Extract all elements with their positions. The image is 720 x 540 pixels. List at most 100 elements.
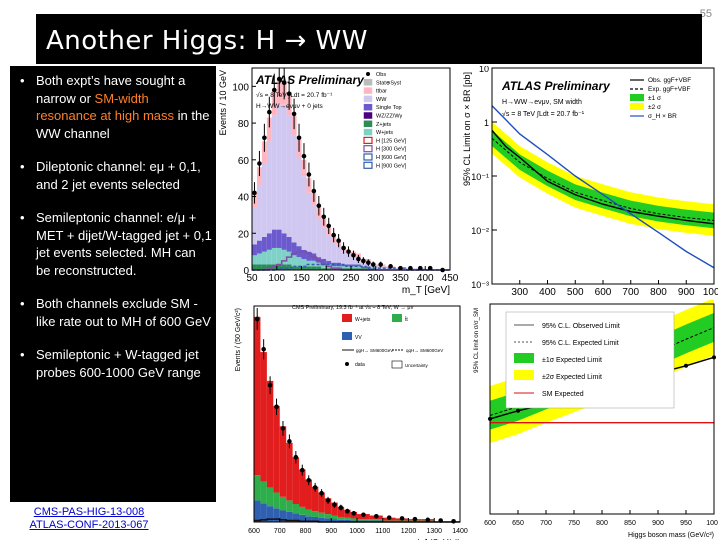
- observed-point: [684, 363, 688, 368]
- data-point: [291, 111, 297, 117]
- stack-bar-4-3: [266, 117, 272, 142]
- ref-cms-link[interactable]: CMS-PAS-HIG-13-008: [33, 506, 145, 518]
- stack-bar-2-10: [318, 492, 325, 513]
- data-point: [262, 135, 267, 141]
- data-point: [267, 109, 272, 115]
- stack-bar-2-7: [299, 469, 306, 507]
- stack-bar-3-7: [286, 115, 292, 237]
- atlas-limit-chart: 3004005006007008009001000m_H [GeV]95% CL…: [462, 66, 718, 298]
- data-point: [274, 404, 279, 410]
- chart-title: CMS Preliminary, 19.3 fb⁻¹ at √s = 8 TeV…: [292, 304, 414, 311]
- data-point: [287, 439, 292, 444]
- x-tick-label: 50: [246, 273, 258, 284]
- stack-bar-1-9: [296, 257, 302, 267]
- stack-bar-0-7: [286, 264, 292, 270]
- x-tick-label: 1100: [375, 528, 390, 535]
- x-tick-label: 100: [268, 273, 285, 284]
- ref-atlas-link[interactable]: ATLAS-CONF-2013-067: [29, 519, 149, 531]
- stack-bar-3-26: [385, 268, 396, 270]
- stack-bar-2-13: [316, 257, 322, 263]
- data-point: [351, 511, 357, 516]
- stack-bar-1-13: [337, 516, 345, 520]
- data-point: [312, 485, 318, 490]
- data-point: [271, 87, 277, 93]
- data-point: [346, 249, 351, 254]
- legend-label: Stat⊕Syst: [376, 80, 402, 86]
- stack-bar-0-14: [344, 519, 351, 522]
- stack-bar-2-15: [326, 260, 332, 265]
- stack-bar-1-6: [281, 249, 287, 265]
- bullet-3-text: Semileptonic channel: e/μ + MET + dijet/…: [36, 210, 212, 278]
- x-tick-label: 900: [652, 520, 664, 527]
- x-tick-label: 700: [274, 528, 286, 535]
- cms-mww-chart: 600 700 800 900 1000 1100 1200 1300 1400 m_lvJ (G…: [232, 300, 470, 540]
- stack-bar-3-3: [266, 141, 272, 234]
- x-tick-label: 150: [293, 273, 310, 284]
- stack-bar-0-3: [273, 508, 280, 522]
- stack-bar-2-1: [260, 352, 267, 482]
- stack-bar-2-11: [324, 498, 332, 515]
- data-point: [336, 238, 341, 243]
- chart-info: H→WW→eνμν + 0 jets: [256, 103, 324, 110]
- bullet-3: Semileptonic channel: e/μ + MET + dijet/…: [16, 209, 212, 279]
- data-point: [306, 172, 312, 177]
- stack-bar-1-6: [292, 504, 300, 514]
- stack-bar-1-18: [341, 266, 347, 269]
- stack-bar-0-24: [370, 268, 376, 270]
- x-tick-label: 1000: [706, 520, 718, 527]
- x-tick-label: 600: [484, 520, 496, 527]
- legend-label: H [125 GeV]: [376, 138, 407, 144]
- data-point: [326, 223, 332, 229]
- stack-bar-1-3: [266, 249, 272, 265]
- x-tick-label: 900: [678, 287, 695, 298]
- legend-swatch: [363, 79, 373, 86]
- legend-label: Z+jets: [376, 122, 391, 128]
- legend-label: Uncertainty: [405, 363, 429, 368]
- legend-label: SM Expected: [542, 391, 584, 398]
- y-axis-label: 95% CL limit on σ/σ_SM: [474, 308, 480, 373]
- data-point: [361, 258, 366, 264]
- stack-bar-0-4: [279, 510, 287, 522]
- stack-bar-3-1: [256, 185, 262, 241]
- legend-label: data: [355, 362, 365, 368]
- data-point: [412, 516, 418, 522]
- stack-bar-1-14: [344, 517, 351, 520]
- x-tick-label: 800: [650, 287, 667, 298]
- stack-bar-1-5: [276, 247, 282, 265]
- bullet-1-tail: in the WW channel: [36, 108, 210, 141]
- x-axis-label: m_lvJ (GeV/c²): [407, 538, 461, 540]
- stack-bar-2-5: [276, 229, 282, 248]
- data-point: [286, 91, 292, 97]
- stack-bar-3-14: [321, 227, 327, 259]
- x-tick-label: 800: [596, 520, 608, 527]
- stack-bar-1-1: [260, 481, 267, 504]
- legend-label: Obs. ggF+VBF: [648, 77, 691, 84]
- stack-bar-0-18: [341, 268, 347, 270]
- legend-label: 95% C.L. Expected Limit: [542, 340, 619, 347]
- observed-limit-line: [491, 129, 715, 225]
- data-point: [276, 76, 282, 82]
- stack-bar-1-7: [299, 506, 306, 515]
- stack-bar-1-17: [369, 519, 383, 521]
- stack-bar-2-7: [286, 236, 292, 252]
- stack-bar-2-6: [281, 233, 287, 250]
- data-point: [378, 262, 383, 267]
- data-point: [386, 515, 392, 520]
- band-1sigma: [492, 130, 714, 229]
- data-point: [374, 513, 379, 519]
- stack-bar-0-10: [301, 266, 307, 270]
- data-point: [254, 316, 260, 322]
- stack-bar-0-1: [256, 264, 262, 270]
- stack-bar-1-11: [306, 260, 312, 267]
- data-point: [280, 426, 286, 431]
- stack-bar-3-10: [301, 176, 307, 250]
- y-tick-label: 10⁻¹: [471, 172, 489, 182]
- stack-bar-3-19: [346, 253, 351, 265]
- legend-swatch: [363, 95, 373, 103]
- stack-bar-2-20: [351, 264, 356, 267]
- stack-bar-0-6: [292, 513, 300, 522]
- stack-bar-0-9: [311, 516, 319, 522]
- stack-bar-1-9: [311, 511, 319, 517]
- data-point: [361, 512, 366, 518]
